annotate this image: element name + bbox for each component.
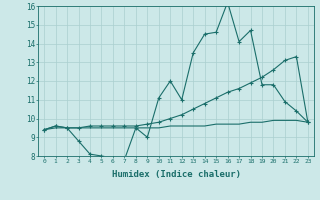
X-axis label: Humidex (Indice chaleur): Humidex (Indice chaleur)	[111, 170, 241, 179]
